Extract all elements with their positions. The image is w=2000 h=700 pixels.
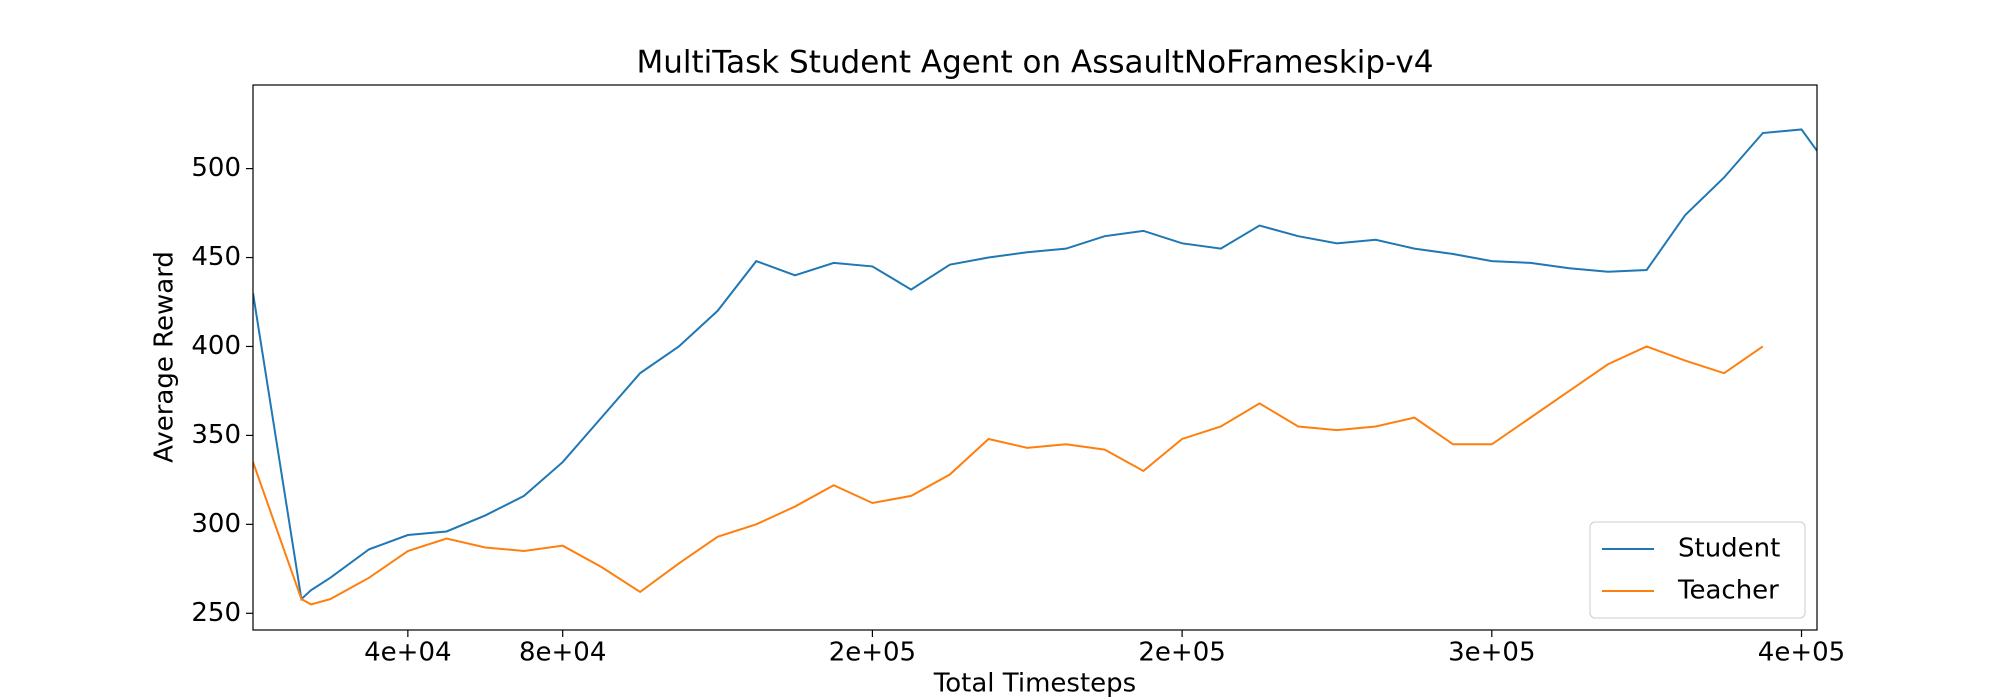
plot-frame bbox=[252, 84, 1818, 631]
y-tick-label: 300 bbox=[191, 509, 241, 539]
x-tick-label: 4e+05 bbox=[1758, 638, 1845, 668]
legend-box bbox=[1589, 521, 1806, 619]
y-tick-label: 400 bbox=[191, 331, 241, 361]
x-tick-label: 8e+04 bbox=[519, 638, 606, 668]
y-axis-label: Average Reward bbox=[150, 251, 180, 463]
x-tick-label: 2e+05 bbox=[829, 638, 916, 668]
data-line bbox=[253, 345, 1764, 606]
y-tick-label: 450 bbox=[191, 242, 241, 272]
chart-title: MultiTask Student Agent on AssaultNoFram… bbox=[637, 45, 1434, 81]
y-tick-label: 250 bbox=[191, 598, 241, 628]
legend-label: Teacher bbox=[1677, 576, 1779, 606]
y-tick-label: 500 bbox=[191, 153, 241, 183]
x-axis-label: Total Timesteps bbox=[933, 669, 1136, 699]
y-tick-label: 350 bbox=[191, 420, 241, 450]
x-tick-label: 4e+04 bbox=[364, 638, 451, 668]
legend-label: Student bbox=[1678, 534, 1780, 564]
x-tick-label: 2e+05 bbox=[1138, 638, 1225, 668]
x-tick-label: 3e+05 bbox=[1448, 638, 1535, 668]
data-line bbox=[253, 128, 1817, 602]
